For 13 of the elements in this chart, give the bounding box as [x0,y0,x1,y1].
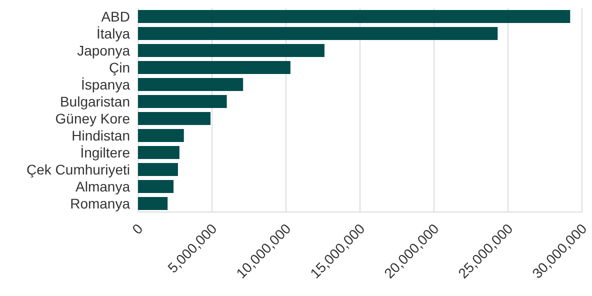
y-tick-label: Hindistan [72,127,130,144]
y-tick-label: İspanya [80,76,130,92]
y-tick-label: Almanya [76,178,130,194]
y-tick-label: Bulgaristan [60,93,130,110]
y-tick-label: Güney Kore [55,110,130,126]
x-tick-label: 0 [128,220,146,238]
y-tick-label: Romanya [70,195,130,212]
y-tick-label: İngiltere [80,144,130,160]
y-tick-label: ABD [101,8,130,24]
y-tick-label: Çin [108,59,130,76]
y-tick-label: Çek Cumhuriyeti [26,161,130,178]
y-tick-label: İtalya [96,25,130,42]
y-tick-label: Japonya [77,42,130,58]
